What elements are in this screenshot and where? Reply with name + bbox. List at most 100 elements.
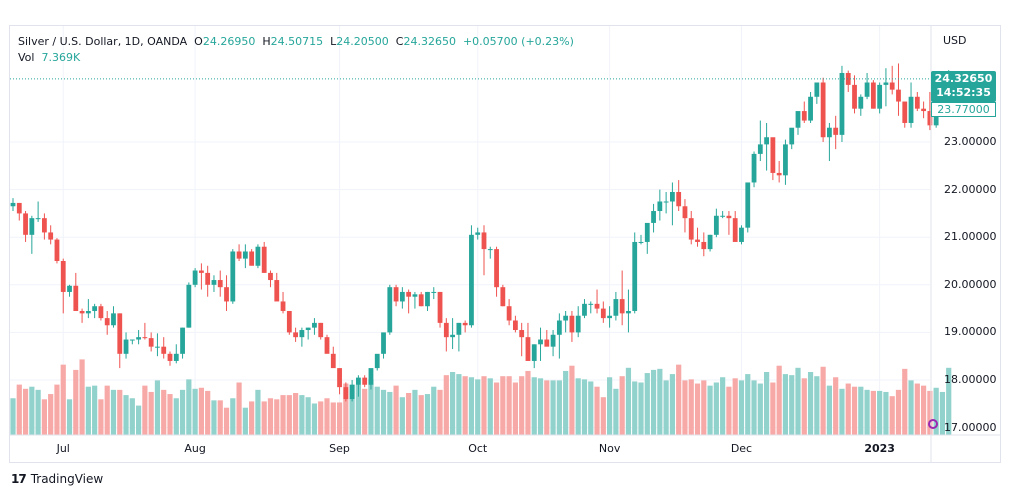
ohlc-row: Silver / U.S. Dollar, 1D, OANDA O24.2695… bbox=[18, 34, 574, 50]
volume-bar bbox=[512, 382, 518, 435]
candle-body bbox=[713, 215, 719, 235]
candle-body bbox=[833, 127, 839, 135]
candle-body bbox=[594, 303, 600, 309]
volume-bar bbox=[676, 364, 682, 435]
volume-bar bbox=[688, 379, 694, 435]
volume-bar bbox=[870, 390, 876, 435]
candle-body bbox=[801, 111, 807, 121]
volume-bar bbox=[318, 401, 324, 435]
volume-row: Vol 7.369K bbox=[18, 50, 574, 66]
symbol-title[interactable]: Silver / U.S. Dollar, 1D, OANDA bbox=[18, 35, 188, 48]
volume-bar bbox=[355, 384, 361, 435]
candle-body bbox=[199, 270, 204, 273]
volume-bar bbox=[41, 399, 47, 435]
open-value: 24.26950 bbox=[202, 35, 256, 48]
volume-bar bbox=[154, 380, 161, 435]
volume-bar bbox=[632, 381, 638, 435]
currency-label[interactable]: USD bbox=[943, 34, 967, 47]
volume-bars bbox=[10, 359, 952, 435]
candle-body bbox=[111, 313, 116, 326]
candle-body bbox=[374, 353, 380, 369]
candle-body bbox=[519, 330, 525, 338]
candle-body bbox=[632, 241, 638, 311]
volume-bar bbox=[349, 384, 355, 435]
candle-body bbox=[54, 239, 60, 261]
volume-bar bbox=[625, 367, 632, 435]
volume-bar bbox=[556, 380, 562, 435]
candle-body bbox=[186, 284, 192, 328]
volume-bar bbox=[682, 380, 688, 435]
volume-bar bbox=[92, 385, 98, 435]
candle-body bbox=[745, 182, 751, 228]
volume-bar bbox=[607, 377, 613, 435]
candle-body bbox=[607, 315, 612, 319]
volume-bar bbox=[889, 396, 895, 435]
candle-body bbox=[431, 291, 437, 293]
brand[interactable]: 17 TradingView bbox=[11, 472, 103, 486]
volume-bar bbox=[324, 398, 330, 435]
candle-body bbox=[192, 270, 198, 285]
candle-body bbox=[73, 285, 79, 311]
candle-body bbox=[349, 384, 355, 400]
candle-body bbox=[600, 308, 606, 319]
candle-body bbox=[852, 84, 857, 109]
volume-bar bbox=[230, 398, 236, 435]
candle-body bbox=[500, 287, 506, 307]
bar-countdown: 14:52:35 bbox=[936, 86, 991, 99]
volume-bar bbox=[129, 398, 135, 435]
candle-body bbox=[688, 218, 694, 240]
candle-body bbox=[161, 346, 167, 354]
volume-bar bbox=[845, 383, 851, 435]
volume-bar bbox=[123, 395, 129, 435]
candle-body bbox=[356, 377, 361, 385]
chart-frame bbox=[9, 25, 1001, 463]
candle-body bbox=[337, 368, 342, 388]
volume-bar bbox=[544, 380, 550, 435]
volume-bar bbox=[198, 387, 204, 435]
candle-body bbox=[318, 322, 324, 338]
volume-bar bbox=[581, 379, 588, 435]
volume-bar bbox=[274, 399, 280, 435]
candle-body bbox=[29, 218, 35, 235]
volume-bar bbox=[933, 387, 939, 435]
high-label: H bbox=[262, 35, 271, 48]
volume-bar bbox=[550, 380, 556, 435]
candle-body bbox=[129, 339, 135, 341]
candle-body bbox=[242, 251, 248, 259]
candle-body bbox=[858, 96, 864, 109]
volume-bar bbox=[380, 389, 387, 435]
candle-body bbox=[167, 353, 173, 361]
volume-bar bbox=[267, 398, 274, 435]
volume-bar bbox=[98, 399, 104, 435]
volume-bar bbox=[826, 385, 832, 435]
candle-body bbox=[670, 191, 675, 202]
volume-bar bbox=[902, 368, 908, 435]
candles bbox=[10, 63, 952, 402]
volume-bar bbox=[770, 382, 776, 435]
candle-body bbox=[16, 202, 22, 214]
volume-bar bbox=[638, 382, 644, 435]
volume-bar bbox=[29, 386, 35, 435]
candle-body bbox=[104, 318, 110, 326]
candle-body bbox=[412, 294, 418, 297]
candle-body bbox=[908, 96, 914, 123]
brand-name: TradingView bbox=[30, 472, 104, 486]
candle-body bbox=[217, 280, 223, 288]
volume-bar bbox=[820, 366, 826, 435]
candle-body bbox=[651, 211, 656, 223]
candle-body bbox=[864, 82, 870, 97]
event-marker-icon bbox=[928, 419, 938, 429]
candle-body bbox=[79, 310, 85, 314]
volume-bar bbox=[594, 386, 600, 435]
volume-label: Vol bbox=[18, 51, 35, 64]
candle-body bbox=[569, 315, 575, 333]
volume-bar bbox=[431, 386, 437, 435]
y-tick-label: 19.00000 bbox=[944, 325, 997, 339]
volume-bar bbox=[939, 391, 946, 435]
volume-bar bbox=[475, 379, 481, 435]
candle-body bbox=[475, 232, 481, 235]
candle-body bbox=[418, 294, 424, 307]
candle-body bbox=[261, 246, 267, 273]
close-label: C bbox=[395, 35, 404, 48]
